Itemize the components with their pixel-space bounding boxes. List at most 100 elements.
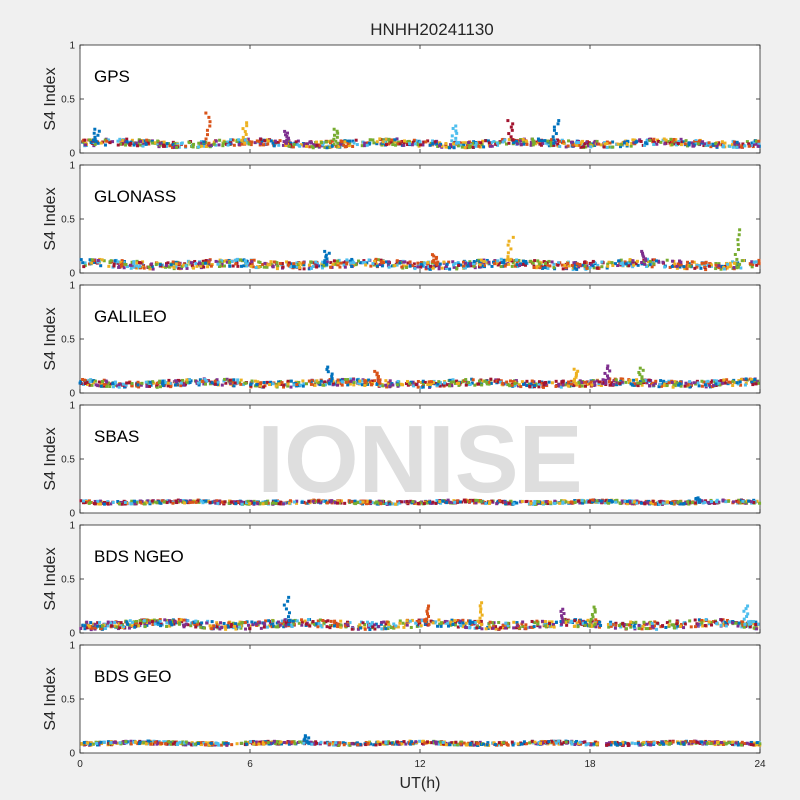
data-point	[441, 499, 445, 503]
data-point	[618, 382, 622, 386]
data-point	[243, 130, 247, 134]
data-point	[503, 138, 507, 142]
data-point	[552, 141, 556, 145]
data-point	[487, 141, 491, 145]
data-point	[146, 141, 150, 145]
data-point	[572, 624, 576, 628]
data-point	[583, 261, 587, 265]
data-point	[429, 382, 433, 386]
data-point	[476, 624, 480, 628]
data-point	[406, 502, 410, 506]
data-point	[295, 499, 299, 503]
data-point	[363, 144, 367, 148]
data-point	[597, 380, 601, 384]
data-point	[532, 266, 536, 270]
data-point	[285, 138, 289, 142]
data-point	[199, 499, 203, 503]
data-point	[530, 385, 534, 389]
data-point	[564, 500, 568, 504]
data-point	[86, 382, 90, 386]
data-point	[507, 132, 511, 136]
data-point	[295, 383, 299, 387]
data-point	[644, 259, 648, 263]
data-point	[363, 499, 367, 503]
data-point	[721, 145, 725, 149]
data-point	[754, 620, 758, 624]
data-point	[170, 500, 174, 504]
data-point	[544, 382, 548, 386]
data-point	[533, 621, 537, 625]
data-point	[583, 264, 587, 268]
data-point	[382, 620, 386, 624]
data-point	[339, 382, 343, 386]
data-point	[96, 499, 100, 503]
data-point	[217, 500, 221, 504]
data-point	[271, 501, 275, 505]
data-point	[728, 261, 732, 265]
data-point	[554, 379, 558, 383]
data-point	[609, 622, 613, 626]
data-point	[411, 140, 415, 144]
data-point	[653, 620, 657, 624]
data-point	[167, 499, 171, 503]
data-point	[533, 499, 537, 503]
data-point	[197, 141, 201, 145]
data-point	[704, 143, 708, 147]
data-point	[276, 620, 280, 624]
data-point	[291, 622, 295, 626]
data-point	[611, 145, 615, 149]
data-point	[303, 619, 307, 623]
data-point	[119, 500, 123, 504]
data-point	[93, 137, 97, 141]
data-point	[331, 379, 335, 383]
data-point	[462, 498, 466, 502]
data-point	[387, 623, 391, 627]
data-point	[119, 142, 123, 146]
data-point	[425, 617, 429, 621]
y-axis-label: S4 Index	[42, 187, 59, 250]
data-point	[258, 621, 262, 625]
data-point	[474, 501, 478, 505]
data-point	[388, 502, 392, 506]
data-point	[432, 258, 436, 262]
data-point	[569, 619, 573, 623]
data-point	[747, 620, 751, 624]
data-point	[249, 382, 253, 386]
data-point	[352, 261, 356, 265]
data-point	[186, 623, 190, 627]
data-point	[313, 383, 317, 387]
data-point	[422, 502, 426, 506]
data-point	[266, 501, 270, 505]
data-point	[550, 138, 554, 142]
data-point	[556, 144, 560, 148]
data-point	[696, 381, 700, 385]
data-point	[529, 382, 533, 386]
data-point	[169, 263, 173, 267]
data-point	[619, 258, 623, 262]
data-point	[721, 498, 725, 502]
data-point	[608, 383, 612, 387]
data-point	[416, 385, 420, 389]
data-point	[750, 141, 754, 145]
data-point	[593, 143, 597, 147]
data-point	[243, 138, 247, 142]
data-point	[315, 379, 319, 383]
data-point	[472, 140, 476, 144]
data-point	[588, 265, 592, 269]
data-point	[289, 262, 293, 266]
data-point	[249, 264, 253, 268]
data-point	[748, 625, 752, 629]
data-point	[253, 379, 257, 383]
data-point	[635, 378, 639, 382]
data-point	[431, 380, 435, 384]
data-point	[398, 501, 402, 505]
data-point	[687, 262, 691, 266]
data-point	[252, 501, 256, 505]
data-point	[521, 620, 525, 624]
data-point	[202, 140, 206, 144]
data-point	[240, 621, 244, 625]
data-point	[225, 377, 229, 381]
data-point	[210, 620, 214, 624]
